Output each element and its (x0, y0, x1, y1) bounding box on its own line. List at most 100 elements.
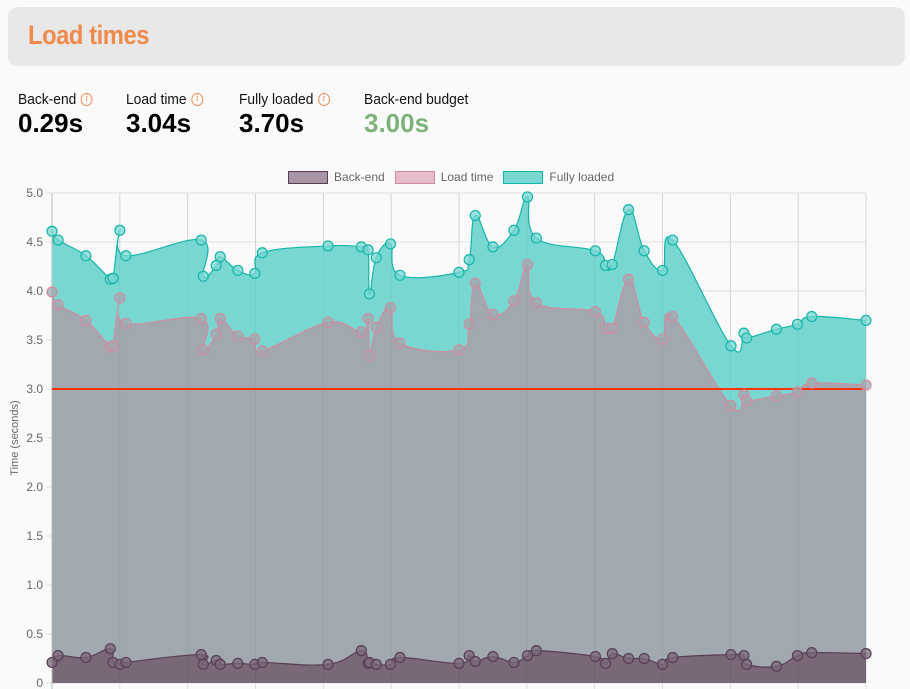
point-load-time (107, 340, 119, 352)
point-back-end (52, 649, 64, 662)
point-load-time (667, 310, 679, 323)
point-fully-loaded (52, 234, 64, 246)
point-load-time (256, 345, 268, 357)
point-back-end (355, 645, 367, 657)
point-load-time (521, 258, 534, 271)
info-icon[interactable]: i (80, 93, 93, 106)
point-fully-loaded (256, 247, 268, 259)
point-load-time (114, 292, 126, 304)
point-fully-loaded (741, 332, 753, 344)
stat-label: Fully loaded (239, 91, 314, 108)
point-back-end (638, 652, 650, 665)
point-back-end (806, 647, 818, 659)
point-back-end (384, 658, 397, 670)
point-fully-loaded (469, 209, 481, 222)
point-load-time (197, 344, 209, 356)
point-load-time (770, 390, 783, 402)
y-tick-label: 0 (36, 676, 43, 689)
stat-label: Back-end (18, 91, 77, 108)
point-load-time (232, 330, 244, 342)
point-back-end (667, 651, 679, 664)
legend-swatch (288, 170, 328, 184)
point-fully-loaded (656, 264, 669, 277)
point-fully-loaded (195, 234, 207, 246)
point-load-time (487, 308, 499, 321)
area-load-time (52, 264, 866, 683)
point-fully-loaded (384, 238, 397, 250)
point-fully-loaded (249, 267, 261, 279)
point-load-time (249, 333, 261, 345)
y-tick-label: 2.5 (26, 431, 43, 445)
point-fully-loaded (725, 340, 737, 352)
point-load-time (622, 273, 635, 285)
legend-item-back-end[interactable]: Back-end (288, 170, 385, 184)
stat-value: 3.00s (364, 108, 430, 138)
point-back-end (214, 658, 226, 670)
point-fully-loaded (860, 314, 872, 326)
point-back-end (521, 649, 534, 662)
point-fully-loaded (120, 250, 132, 262)
point-back-end (370, 658, 382, 670)
point-load-time (656, 333, 669, 345)
point-load-time (469, 277, 481, 289)
legend-swatch (394, 170, 435, 184)
y-tick-label: 3.0 (26, 382, 43, 396)
point-back-end (394, 651, 406, 664)
point-back-end (770, 660, 783, 672)
point-load-time (363, 350, 376, 362)
point-load-time (741, 395, 753, 407)
legend-label: Load time (440, 170, 494, 184)
point-load-time (453, 344, 465, 356)
info-icon[interactable]: i (318, 93, 330, 106)
point-load-time (606, 322, 618, 334)
point-load-time (370, 321, 382, 333)
point-fully-loaded (589, 245, 601, 257)
point-back-end (322, 658, 334, 670)
point-back-end (860, 647, 872, 660)
stat-value: 0.29s (18, 108, 84, 138)
point-fully-loaded (521, 191, 534, 203)
point-fully-loaded (370, 252, 382, 264)
point-load-time (322, 316, 334, 328)
point-fully-loaded (362, 244, 374, 256)
point-load-time (791, 386, 804, 398)
legend-label: Fully loaded (549, 170, 615, 184)
point-back-end (232, 657, 244, 670)
stat-back-end-budget: Back-end budget 3.00s (364, 91, 477, 138)
point-load-time (355, 326, 367, 338)
point-back-end (256, 656, 268, 669)
info-icon[interactable]: i (191, 93, 204, 106)
point-back-end (80, 651, 92, 664)
y-tick-label: 3.5 (26, 333, 43, 347)
line-fully-loaded (51, 196, 867, 353)
point-back-end (487, 650, 499, 663)
point-fully-loaded (114, 224, 126, 236)
point-fully-loaded (214, 251, 226, 263)
point-load-time (52, 299, 64, 311)
point-back-end (599, 657, 612, 670)
stat-value: 3.04s (126, 108, 192, 138)
stat-label: Back-end budget (364, 91, 469, 108)
point-load-time (725, 400, 737, 412)
point-load-time (530, 297, 542, 309)
legend-item-fully-loaded[interactable]: Fully loaded (503, 170, 614, 184)
point-fully-loaded (453, 266, 465, 278)
point-load-time (214, 312, 226, 325)
point-fully-loaded (463, 254, 475, 266)
y-tick-label: 5.0 (26, 186, 43, 200)
point-back-end (104, 643, 116, 655)
point-fully-loaded (46, 225, 58, 237)
point-back-end (606, 647, 618, 660)
point-load-time (463, 318, 475, 330)
point-fully-loaded (197, 270, 209, 282)
legend-item-load-time[interactable]: Load time (394, 170, 494, 184)
point-back-end (725, 648, 737, 661)
point-fully-loaded (107, 272, 119, 284)
point-fully-loaded (80, 250, 92, 262)
point-back-end (197, 658, 209, 670)
point-back-end (622, 652, 635, 665)
point-back-end (589, 650, 601, 663)
stat-fully-loaded: Fully loaded i 3.70s (239, 91, 338, 138)
point-fully-loaded (622, 204, 635, 216)
